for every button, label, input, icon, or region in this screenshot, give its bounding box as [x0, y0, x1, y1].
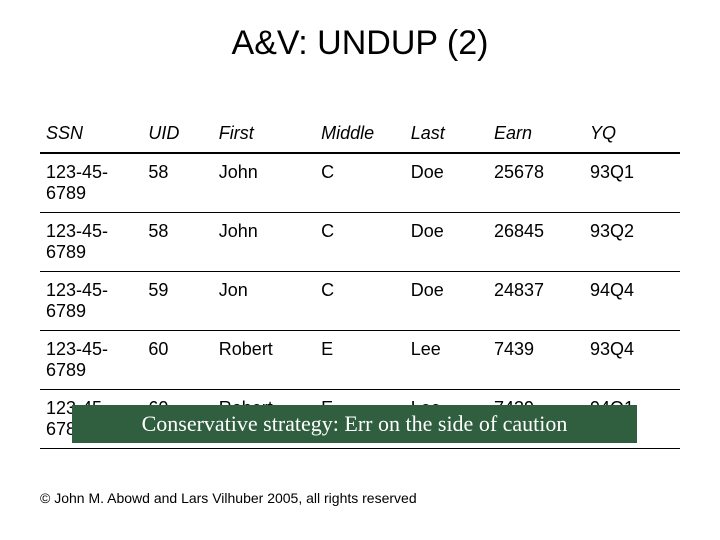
col-header: UID — [142, 115, 212, 153]
cell: 58 — [142, 153, 212, 213]
col-header: YQ — [584, 115, 680, 153]
col-header: Middle — [315, 115, 405, 153]
cell: 7439 — [488, 331, 584, 390]
slide: A&V: UNDUP (2) SSN UID First Middle Last — [0, 0, 720, 540]
cell: 93Q2 — [584, 213, 680, 272]
cell: 25678 — [488, 153, 584, 213]
cell: Doe — [405, 153, 488, 213]
cell: 123-45-6789 — [40, 213, 142, 272]
cell: 58 — [142, 213, 212, 272]
col-header: Last — [405, 115, 488, 153]
cell: C — [315, 272, 405, 331]
cell: John — [213, 213, 315, 272]
cell: 60 — [142, 331, 212, 390]
cell: 93Q1 — [584, 153, 680, 213]
cell: C — [315, 213, 405, 272]
copyright-footer: © John M. Abowd and Lars Vilhuber 2005, … — [40, 490, 417, 506]
table-row: 123-45-6789 59 Jon C Doe 24837 94Q4 — [40, 272, 680, 331]
cell: John — [213, 153, 315, 213]
table-header-row: SSN UID First Middle Last Earn YQ — [40, 115, 680, 153]
col-header: Earn — [488, 115, 584, 153]
cell: Robert — [213, 331, 315, 390]
cell: Doe — [405, 272, 488, 331]
col-header: First — [213, 115, 315, 153]
page-title: A&V: UNDUP (2) — [0, 24, 720, 63]
strategy-overlay-text: Conservative strategy: Err on the side o… — [142, 411, 568, 437]
cell: 123-45-6789 — [40, 272, 142, 331]
strategy-overlay: Conservative strategy: Err on the side o… — [72, 405, 637, 443]
cell: E — [315, 331, 405, 390]
cell: 26845 — [488, 213, 584, 272]
cell: 93Q4 — [584, 331, 680, 390]
data-table: SSN UID First Middle Last Earn YQ 123-45… — [40, 115, 680, 449]
cell: 59 — [142, 272, 212, 331]
col-header: SSN — [40, 115, 142, 153]
cell: 24837 — [488, 272, 584, 331]
cell: C — [315, 153, 405, 213]
data-table-wrap: SSN UID First Middle Last Earn YQ 123-45… — [40, 115, 680, 449]
cell: Doe — [405, 213, 488, 272]
cell: 123-45-6789 — [40, 153, 142, 213]
cell: Jon — [213, 272, 315, 331]
table-row: 123-45-6789 60 Robert E Lee 7439 93Q4 — [40, 331, 680, 390]
cell: 123-45-6789 — [40, 331, 142, 390]
cell: 94Q4 — [584, 272, 680, 331]
cell: Lee — [405, 331, 488, 390]
table-row: 123-45-6789 58 John C Doe 25678 93Q1 — [40, 153, 680, 213]
table-row: 123-45-6789 58 John C Doe 26845 93Q2 — [40, 213, 680, 272]
